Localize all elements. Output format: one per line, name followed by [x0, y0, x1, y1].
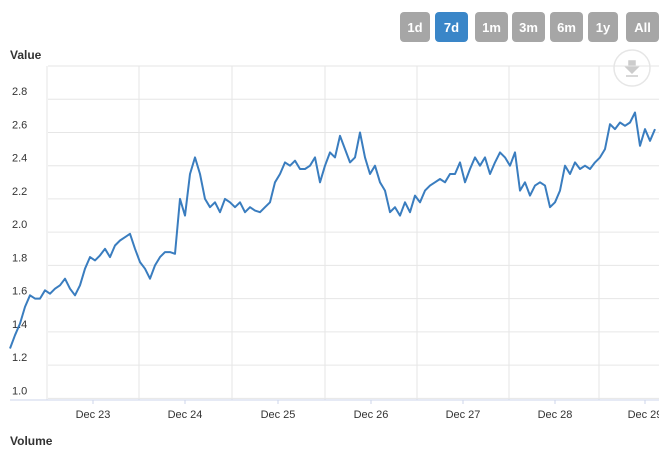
x-tick-label: Dec 28: [538, 409, 573, 421]
range-button-label[interactable]: 1y: [596, 20, 611, 35]
range-button-bg[interactable]: [588, 12, 618, 42]
y-tick-label: 1.0: [12, 385, 27, 397]
range-button-bg[interactable]: [512, 12, 545, 42]
y-tick-label: 1.2: [12, 352, 27, 364]
download-button[interactable]: [613, 49, 651, 87]
range-button-bg[interactable]: [550, 12, 583, 42]
y-tick-label: 2.6: [12, 119, 27, 131]
range-button[interactable]: 1m: [475, 12, 508, 42]
range-button[interactable]: 6m: [550, 12, 583, 42]
range-button-label[interactable]: 1m: [482, 20, 501, 35]
range-button[interactable]: 1y: [588, 12, 618, 42]
download-icon: [624, 60, 640, 77]
y-tick-label: 1.8: [12, 252, 27, 264]
x-tick-label: Dec 23: [76, 409, 111, 421]
range-button[interactable]: 7d: [435, 12, 468, 42]
range-buttons: 1d 7d 1m 3m 6m 1y All: [400, 12, 659, 42]
y-tick-label: 2.0: [12, 219, 27, 231]
range-button-bg[interactable]: [475, 12, 508, 42]
y-tick-label: 2.2: [12, 186, 27, 198]
range-button-label[interactable]: All: [634, 20, 651, 35]
range-button-bg[interactable]: [400, 12, 430, 42]
x-tick-label: Dec 27: [446, 409, 481, 421]
x-tick-label: Dec 24: [168, 409, 203, 421]
range-button[interactable]: 3m: [512, 12, 545, 42]
range-button-label[interactable]: 3m: [519, 20, 538, 35]
range-button-bg[interactable]: [626, 12, 659, 42]
y-tick-label: 2.4: [12, 153, 27, 165]
x-tick-label: Dec 29: [628, 409, 663, 421]
y-tick-label: 2.8: [12, 86, 27, 98]
pane-title: Volume: [10, 434, 53, 448]
x-tick-label: Dec 26: [354, 409, 389, 421]
range-button-label[interactable]: 1d: [407, 20, 422, 35]
x-tick-label: Dec 25: [261, 409, 296, 421]
range-button-label[interactable]: 6m: [557, 20, 576, 35]
range-button-bg[interactable]: [435, 12, 468, 42]
line-series: [9, 111, 656, 349]
range-button-label[interactable]: 7d: [444, 20, 459, 35]
y-axis-title: Value: [10, 48, 42, 62]
range-button[interactable]: 1d: [400, 12, 430, 42]
y-tick-label: 1.6: [12, 286, 27, 298]
range-button[interactable]: All: [626, 12, 659, 42]
